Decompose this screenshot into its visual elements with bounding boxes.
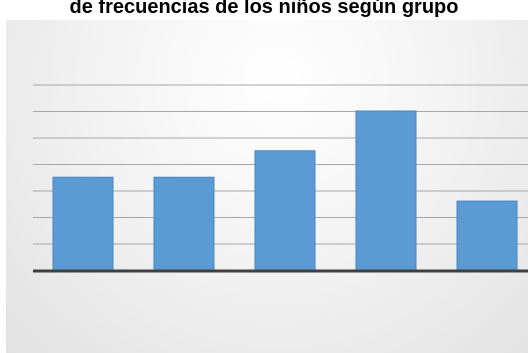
- bars: [52, 110, 518, 271]
- bar: [456, 200, 518, 271]
- chart-plot: [33, 84, 528, 273]
- bar: [254, 150, 316, 271]
- chart-area: [6, 20, 528, 353]
- bar: [355, 110, 417, 271]
- chart-title: de frecuencias de los niños según grupo: [69, 0, 459, 18]
- bar: [153, 176, 215, 271]
- bar: [52, 176, 114, 271]
